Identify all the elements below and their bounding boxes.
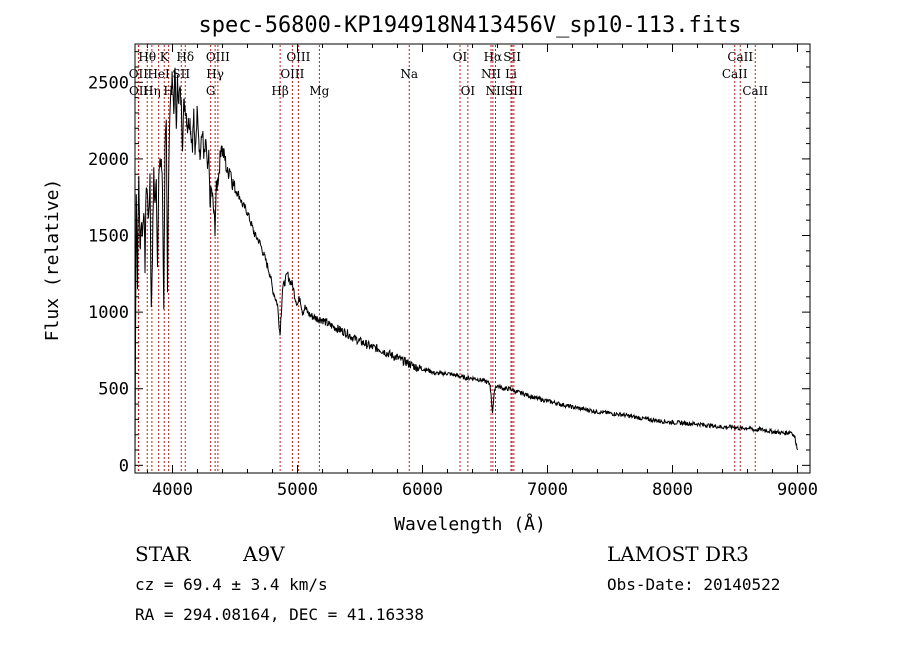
spectral-line-label: CaII: [727, 50, 753, 64]
spectral-line-label: OIII: [286, 50, 310, 64]
spectral-line-label: Hη: [143, 84, 161, 98]
spectral-line-label: OII: [129, 84, 149, 98]
x-tick-label: 7000: [527, 480, 568, 500]
plot-area: 4000 5000 6000 7000 8000 9000 0 500 1000 1500 2000…: [88, 43, 818, 500]
redshift-text: cz = 69.4 ± 3.4 km/s: [135, 575, 328, 594]
x-axis-label: Wavelength (Å): [394, 513, 546, 535]
x-tick-label: 9000: [777, 480, 818, 500]
spectral-line-label: Mg: [309, 84, 329, 98]
spectrum-line: [134, 67, 798, 458]
spectral-line-label: G: [206, 84, 216, 98]
y-tick-label: 2500: [88, 73, 129, 93]
x-tick-label: 5000: [277, 480, 318, 500]
y-tick-label: 0: [119, 456, 129, 476]
spectral-line-label: Hδ: [176, 50, 194, 64]
spectral-line-label: OI: [453, 50, 468, 64]
coordinates-text: RA = 294.08164, DEC = 41.16338: [135, 605, 424, 624]
chart-title: spec-56800-KP194918N413456V_sp10-113.fit…: [198, 13, 741, 38]
plot-frame: [134, 43, 811, 474]
spectral-line-label: CaII: [722, 67, 748, 81]
spectral-line-label: CaII: [742, 84, 768, 98]
spectral-line-label: Li: [505, 67, 517, 81]
x-tick-label: 4000: [152, 480, 193, 500]
spectral-line-label: NII: [481, 67, 501, 81]
spectral-line-label: SII: [505, 84, 523, 98]
y-tick-label: 1000: [88, 303, 129, 323]
spectral-line-label: Hβ: [271, 84, 288, 98]
spectral-line-label: SII: [503, 50, 521, 64]
y-axis-label: Flux (relative): [42, 179, 63, 342]
spectral-line-label: Hγ: [206, 67, 224, 81]
spectral-line-label: Hθ: [138, 50, 156, 64]
y-tick-label: 2000: [88, 150, 129, 170]
spectral-line-label: NII: [486, 84, 506, 98]
x-tick-label: 6000: [402, 480, 443, 500]
spectral-line-label: HeI: [147, 67, 170, 81]
spectral-line-label: OIII: [280, 67, 304, 81]
spectral-line-label: H: [163, 84, 173, 98]
survey-name: LAMOST DR3: [607, 542, 749, 566]
spectral-line-label: K: [160, 50, 170, 64]
spectral-line-label: OI: [461, 84, 476, 98]
spectral-line-label: Na: [400, 67, 418, 81]
object-subclass: A9V: [242, 542, 285, 566]
y-tick-label: 1500: [88, 227, 129, 247]
spectral-line-label: OIII: [206, 50, 230, 64]
info-panel: STAR A9V LAMOST DR3 cz = 69.4 ± 3.4 km/s…: [135, 542, 780, 624]
obs-date-text: Obs-Date: 20140522: [607, 575, 780, 594]
x-tick-label: 8000: [652, 480, 693, 500]
y-tick-label: 500: [98, 380, 129, 400]
spectral-line-label: Hα: [484, 50, 503, 64]
spectral-line-label: SII: [172, 67, 190, 81]
object-class: STAR: [135, 542, 191, 566]
